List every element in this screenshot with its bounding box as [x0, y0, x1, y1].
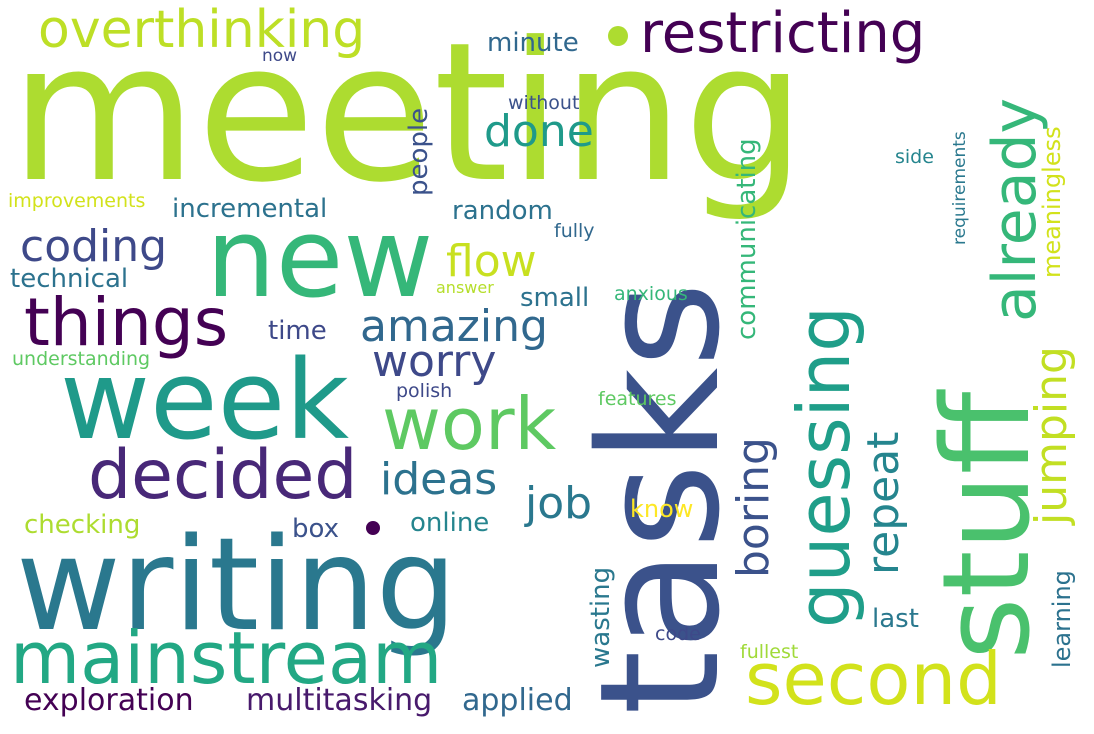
- word-side: side: [895, 146, 934, 168]
- word-technical: technical: [10, 264, 129, 294]
- word-improvements: improvements: [8, 190, 146, 212]
- word-learning: learning: [1048, 570, 1076, 668]
- word-flow: flow: [446, 236, 537, 287]
- word-coding: coding: [20, 221, 168, 272]
- word-minute: minute: [487, 28, 579, 58]
- word-box: box: [292, 514, 339, 544]
- word-answer: answer: [436, 278, 494, 297]
- word-ideas: ideas: [380, 454, 498, 505]
- word-done: done: [484, 106, 594, 157]
- word-meaningless: meaningless: [1038, 126, 1066, 278]
- word-fullest: fullest: [740, 641, 799, 663]
- word-already: already: [980, 97, 1050, 322]
- word-boring: boring: [728, 437, 779, 578]
- word-now: now: [262, 46, 298, 66]
- word-amazing: amazing: [360, 301, 548, 352]
- word-understanding: understanding: [12, 348, 151, 370]
- word-features: features: [598, 388, 677, 410]
- word-anxious: anxious: [614, 283, 688, 305]
- word-writing: writing: [16, 511, 457, 660]
- word-jumping: jumping: [1026, 346, 1077, 525]
- word-week: week: [60, 336, 350, 464]
- word-online: online: [410, 508, 490, 538]
- word-communicating: communicating: [732, 138, 762, 340]
- word-random: random: [452, 196, 553, 226]
- word-worry: worry: [372, 336, 497, 387]
- word-mainstream: mainstream: [10, 616, 443, 700]
- word-incremental: incremental: [172, 194, 328, 224]
- word-exploration: exploration: [24, 683, 194, 718]
- word-meeting: meeting: [10, 2, 806, 225]
- word-without: without: [508, 92, 580, 114]
- word-know: know: [630, 495, 694, 523]
- word-multitasking: multitasking: [246, 683, 433, 718]
- word-second: second: [745, 637, 1002, 721]
- word-polish: polish: [396, 380, 453, 402]
- word-overthinking: overthinking: [38, 0, 366, 60]
- word-time: time: [268, 316, 327, 346]
- word-requirements: requirements: [950, 131, 970, 245]
- word-guessing: guessing: [782, 306, 866, 628]
- word-new: new: [206, 194, 434, 322]
- word-code: code: [655, 623, 701, 645]
- word-people: people: [404, 107, 434, 196]
- word-repeat: repeat: [858, 431, 909, 575]
- word-work: work: [382, 382, 557, 466]
- word-decided: decided: [88, 436, 358, 515]
- word-job: job: [525, 478, 593, 529]
- word-wasting: wasting: [586, 566, 616, 668]
- word-fully: fully: [554, 220, 595, 242]
- word-applied: applied: [462, 683, 573, 718]
- word-restricting: restricting: [640, 1, 926, 66]
- word-last: last: [872, 604, 919, 634]
- word-checking: checking: [24, 510, 141, 540]
- word-small: small: [520, 283, 590, 313]
- word-things: things: [24, 284, 229, 361]
